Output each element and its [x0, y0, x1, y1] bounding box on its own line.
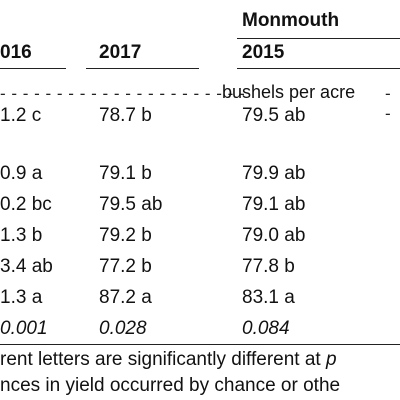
table-cell: 79.2 b — [99, 225, 152, 246]
table-cell: 87.2 a — [99, 287, 152, 308]
p-value-2017: 0.028 — [99, 318, 147, 339]
table-cell: 78.7 b — [99, 105, 152, 126]
table-cell: 1.2 c — [0, 105, 42, 126]
table-cell: 0.2 bc — [0, 194, 52, 215]
table-cell: 79.5 ab — [99, 194, 163, 215]
header-rule-2015 — [237, 68, 400, 69]
column-header-2017: 2017 — [99, 42, 142, 63]
units-dashes-right: - - — [385, 84, 392, 123]
table-cell: 79.1 b — [99, 163, 152, 184]
column-header-2016: 016 — [0, 42, 32, 63]
footnote-line-2: nces in yield occurred by chance or othe — [0, 375, 341, 396]
table-cell: 77.2 b — [99, 256, 152, 277]
units-dashes-left: - - - - - - - - - - - - - - - - - - - - … — [0, 84, 246, 103]
column-header-2015: 2015 — [242, 42, 285, 63]
footnote-p-symbol: p — [325, 349, 337, 370]
table-cell: 1.3 b — [0, 225, 43, 246]
table-cell: 0.9 a — [0, 163, 43, 184]
units-label: bushels per acre — [222, 82, 356, 102]
location-rule — [237, 38, 400, 39]
footnote-line-1-text: rent letters are significantly different… — [0, 349, 326, 370]
header-rule-2017 — [86, 68, 199, 69]
footnote-line-1: rent letters are significantly different… — [0, 349, 337, 371]
table-cell: 79.9 ab — [242, 163, 306, 184]
table-cell: 83.1 a — [242, 287, 295, 308]
p-value-2015: 0.084 — [242, 318, 290, 339]
table-cell: 1.3 a — [0, 287, 43, 308]
table-bottom-rule — [0, 344, 400, 345]
table-cell: 79.1 ab — [242, 194, 306, 215]
header-rule-2016 — [0, 68, 66, 69]
table-cell: 79.5 ab — [242, 105, 306, 126]
p-value-2016: 0.001 — [0, 318, 48, 339]
table-cell: 3.4 ab — [0, 256, 53, 277]
table-cell: 79.0 ab — [242, 225, 306, 246]
location-header: Monmouth — [242, 10, 340, 31]
table-cell: 77.8 b — [242, 256, 295, 277]
